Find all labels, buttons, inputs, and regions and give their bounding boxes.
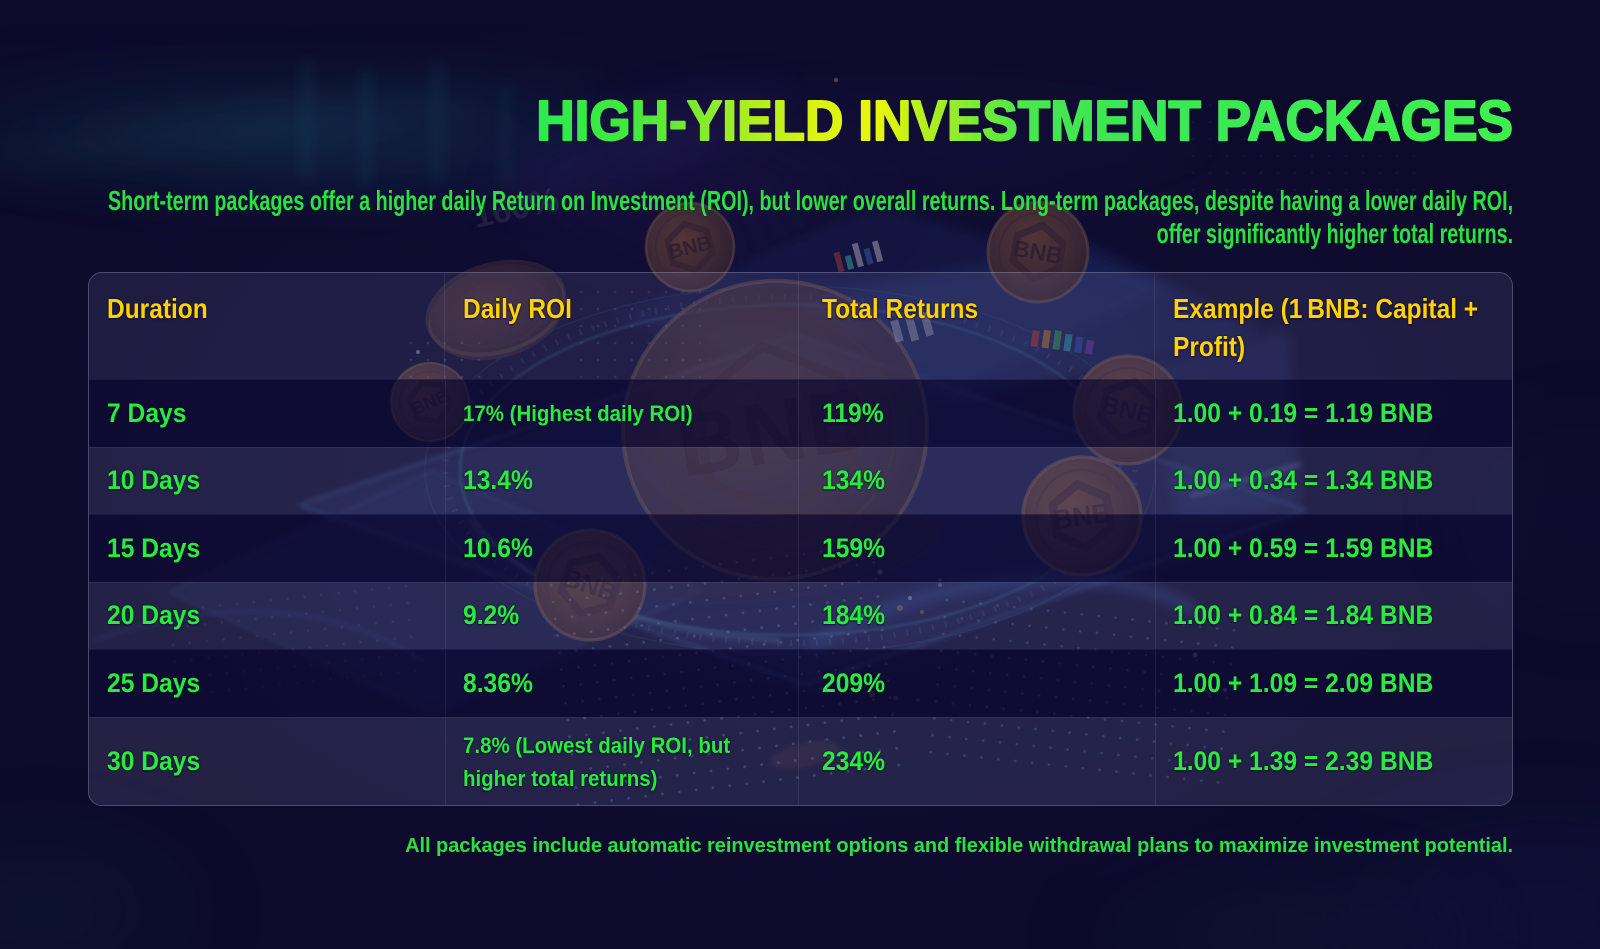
svg-text:HIGH-YIELD INVESTMENT PACKAGES: HIGH-YIELD INVESTMENT PACKAGES: [536, 88, 1513, 152]
